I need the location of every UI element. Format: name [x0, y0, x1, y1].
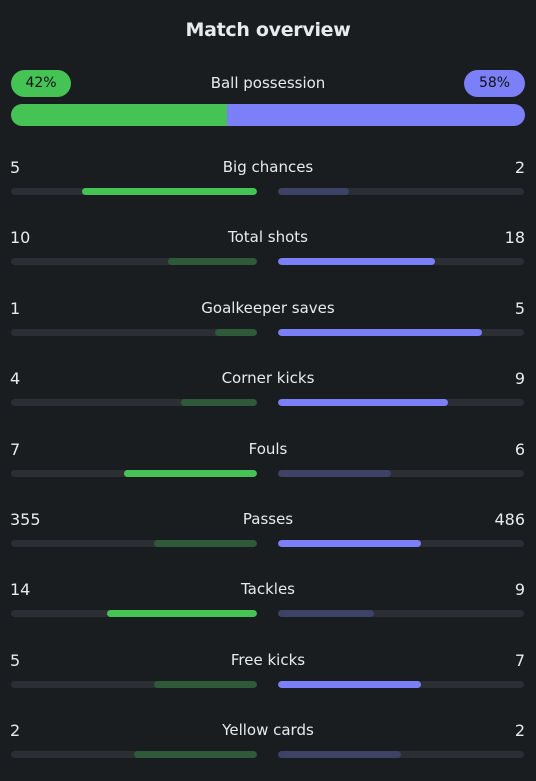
stat-home-value: 4: [10, 369, 21, 389]
home-possession-badge: 42%: [11, 70, 71, 97]
stat-away-value: 5: [514, 298, 525, 318]
stat-away-fill: [278, 258, 436, 266]
stat-away-value: 9: [514, 369, 525, 389]
stat-home-bar: [11, 469, 257, 477]
away-possession-badge: 58%: [464, 70, 525, 97]
stat-row: 1 Goalkeeper saves 5: [0, 299, 536, 341]
stat-row: 10 Total shots 18: [0, 228, 536, 270]
stat-away-value: 18: [504, 228, 525, 248]
stat-label: Total shots: [228, 228, 308, 247]
stat-label: Corner kicks: [221, 369, 315, 388]
stat-away-fill: [278, 751, 401, 759]
stat-home-fill: [168, 258, 257, 266]
stat-home-bar: [11, 399, 257, 407]
stat-home-fill: [124, 469, 257, 477]
stat-home-bar: [11, 751, 257, 759]
stat-away-bar: [278, 188, 524, 195]
stat-away-fill: [278, 188, 350, 195]
stat-row: 5 Big chances 2: [0, 158, 536, 200]
stat-home-fill: [134, 751, 257, 759]
home-possession-fill: [11, 104, 227, 126]
stat-away-fill: [278, 540, 421, 547]
possession-bar: [11, 104, 525, 126]
stat-row: 2 Yellow cards 2: [0, 721, 536, 763]
stat-home-fill: [153, 680, 257, 688]
stat-away-fill: [278, 680, 421, 688]
stat-label: Goalkeeper saves: [201, 298, 335, 317]
stat-home-fill: [180, 399, 257, 407]
possession-label: Ball possession: [210, 74, 326, 92]
stat-away-fill: [278, 328, 483, 336]
stat-home-value: 14: [10, 580, 31, 600]
page-title: Match overview: [185, 19, 351, 41]
stat-home-fill: [153, 540, 257, 547]
stat-away-bar: [278, 328, 524, 336]
stat-home-bar: [11, 328, 257, 336]
stat-away-bar: [278, 540, 524, 547]
stat-row: 4 Corner kicks 9: [0, 369, 536, 411]
stat-home-value: 2: [10, 721, 21, 741]
stat-row: 5 Free kicks 7: [0, 651, 536, 693]
stat-home-fill: [106, 610, 257, 618]
stat-label: Free kicks: [230, 650, 306, 669]
stat-label: Yellow cards: [222, 721, 314, 740]
stat-row: 14 Tackles 9: [0, 580, 536, 622]
stat-away-bar: [278, 610, 524, 618]
stat-away-fill: [278, 469, 392, 477]
stat-away-bar: [278, 680, 524, 688]
stat-label: Tackles: [240, 580, 296, 599]
stat-home-value: 1: [10, 298, 21, 318]
stat-away-bar: [278, 399, 524, 407]
stat-away-value: 9: [514, 580, 525, 600]
stat-away-value: 2: [514, 158, 525, 177]
stat-away-bar: [278, 258, 524, 266]
stat-home-bar: [11, 258, 257, 266]
stat-home-value: 10: [10, 228, 31, 248]
stat-away-bar: [278, 751, 524, 759]
stat-label: Fouls: [248, 439, 288, 458]
stat-home-fill: [82, 188, 257, 195]
stat-label: Big chances: [222, 158, 314, 176]
stat-home-bar: [11, 680, 257, 688]
stat-away-value: 486: [494, 510, 525, 529]
stat-home-value: 7: [10, 439, 21, 459]
stat-away-fill: [278, 399, 448, 407]
stat-home-bar: [11, 188, 257, 195]
stat-home-value: 5: [10, 650, 21, 670]
stat-home-bar: [11, 610, 257, 618]
stat-away-bar: [278, 469, 524, 477]
stat-away-value: 6: [514, 439, 525, 459]
stat-away-value: 7: [514, 650, 525, 670]
stat-away-value: 2: [514, 721, 525, 741]
stat-home-bar: [11, 540, 257, 547]
stat-row: 7 Fouls 6: [0, 440, 536, 482]
away-possession-fill: [226, 104, 525, 126]
stat-home-value: 5: [10, 158, 21, 177]
stat-row: 355 Passes 486: [0, 510, 536, 552]
stat-home-fill: [215, 328, 257, 336]
stat-label: Passes: [242, 510, 294, 528]
stat-away-fill: [278, 610, 374, 618]
stat-home-value: 355: [10, 510, 41, 529]
